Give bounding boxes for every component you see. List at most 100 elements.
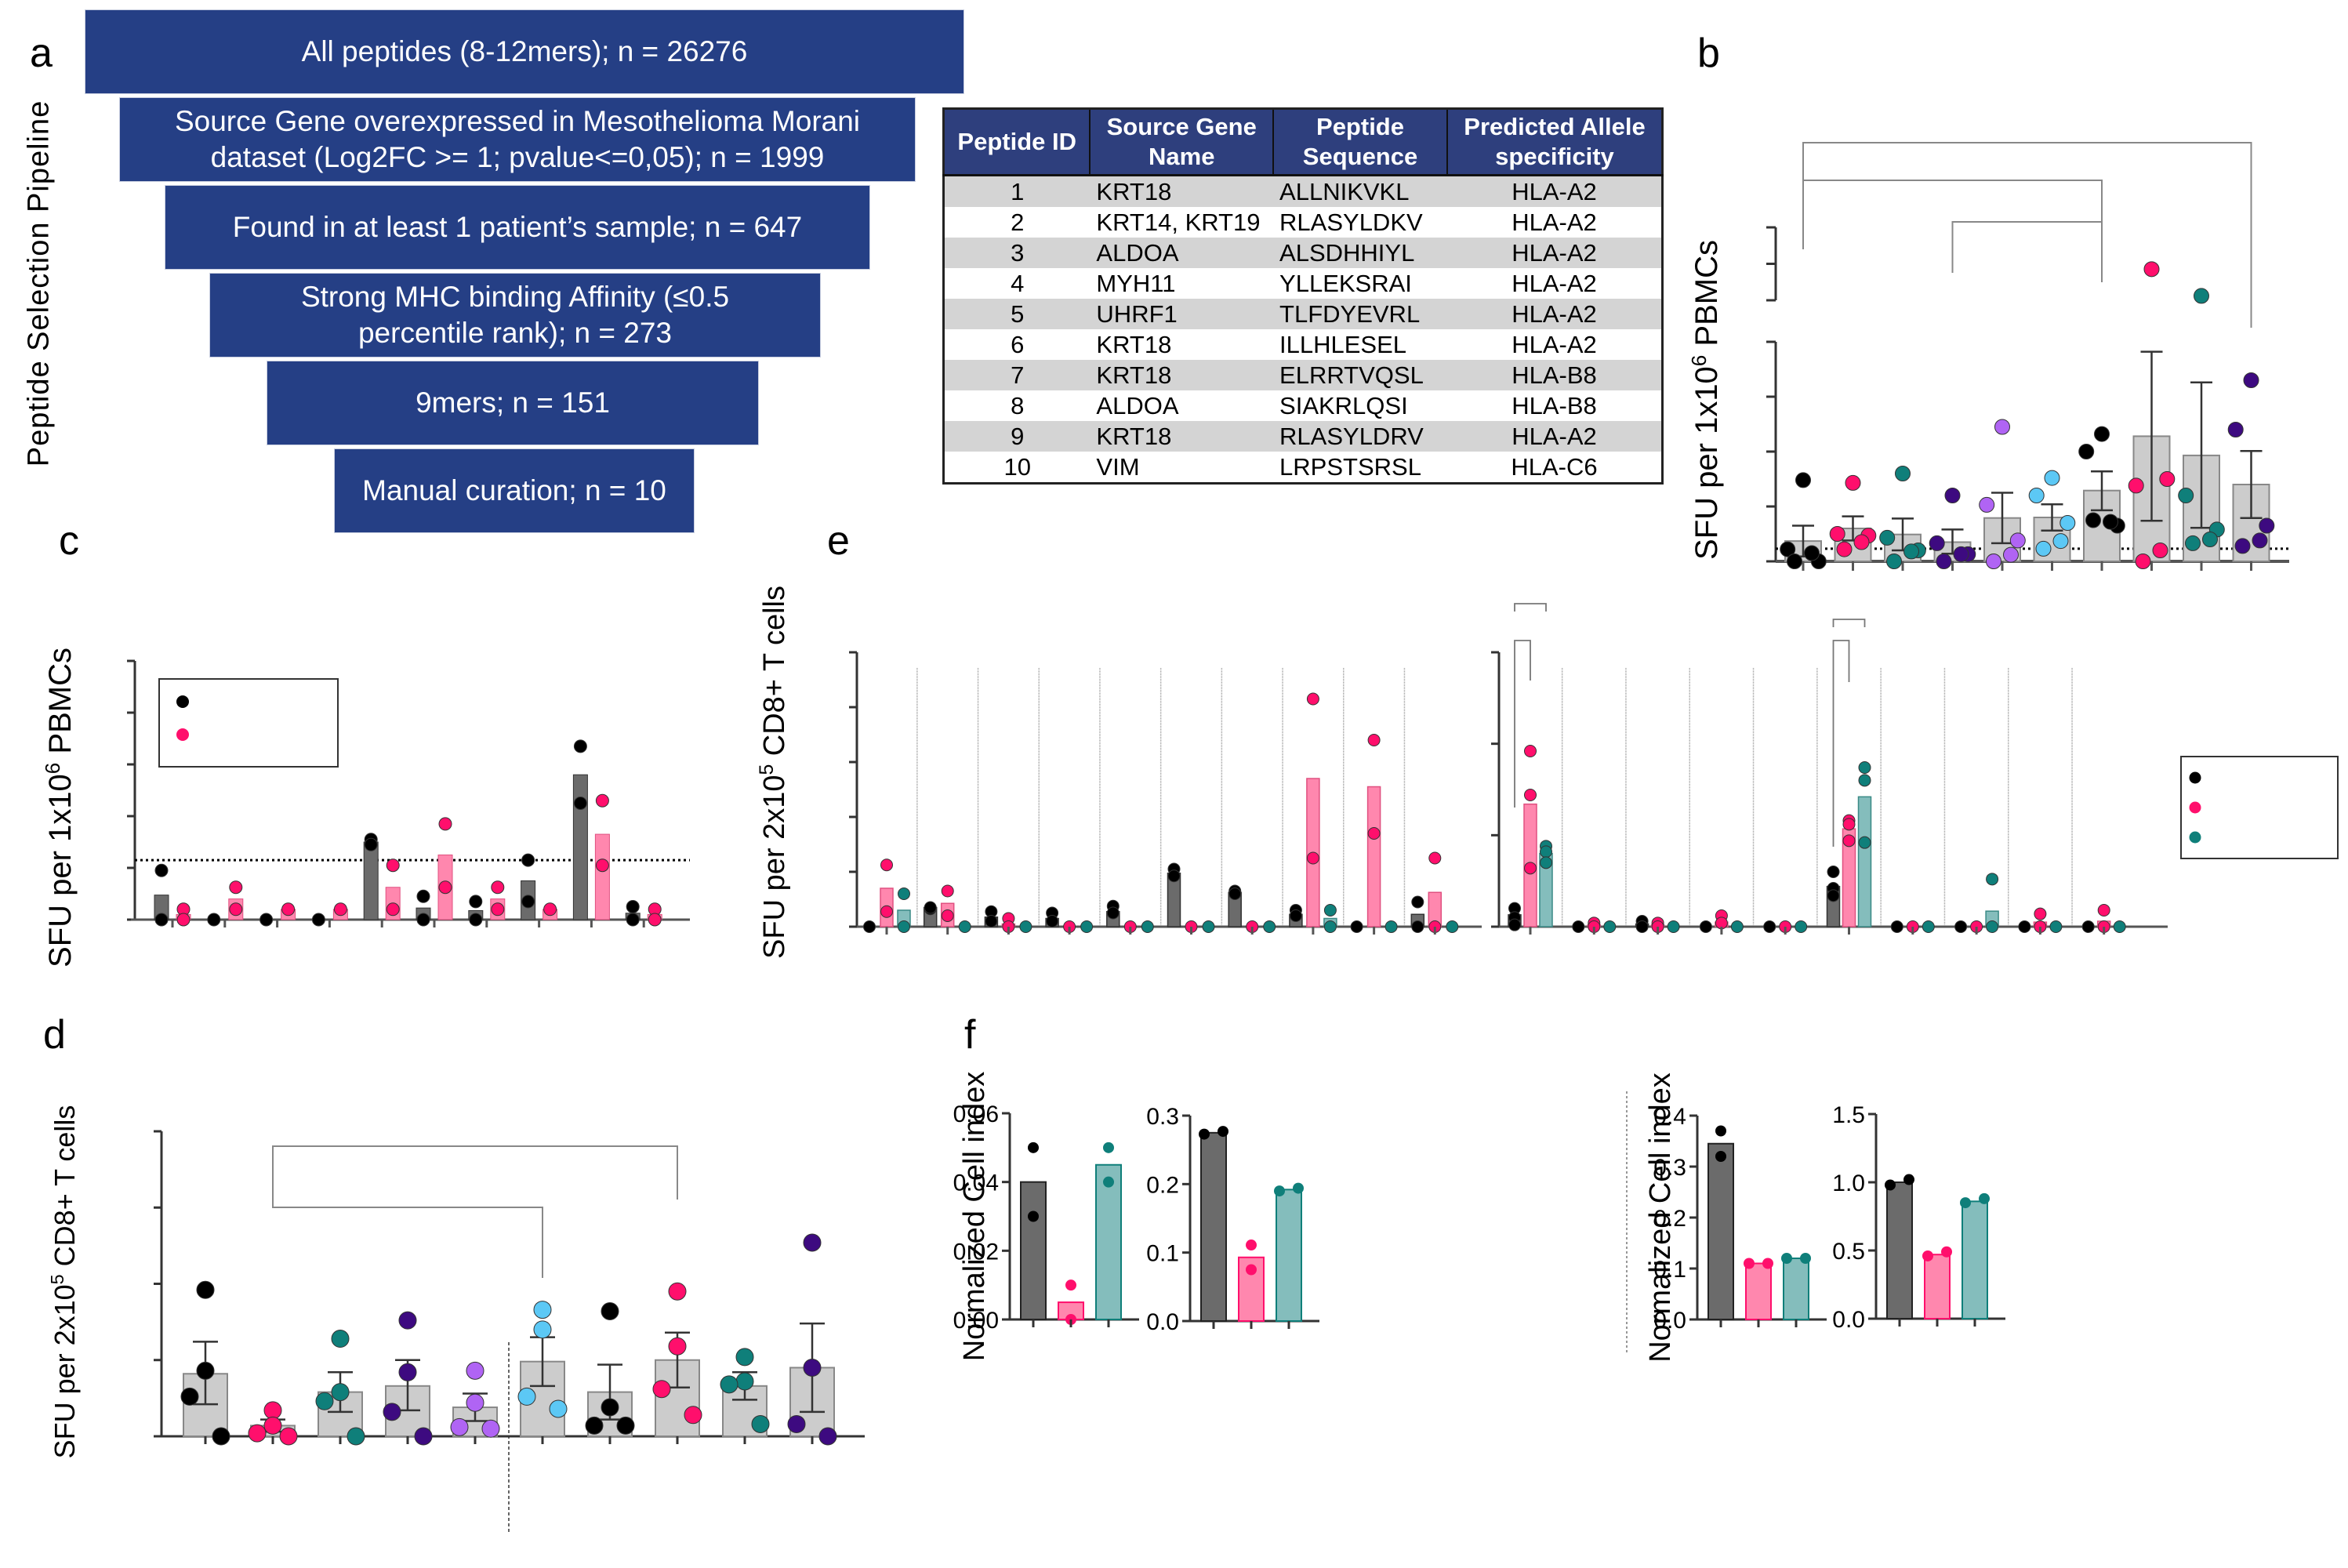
legend bbox=[158, 678, 339, 768]
data-point bbox=[803, 1233, 822, 1252]
header-peptide-id: Peptide ID bbox=[943, 108, 1091, 176]
data-point bbox=[1936, 554, 1952, 569]
y-tick-label: 0.00 bbox=[953, 1308, 999, 1334]
y-tick-label: 0.3 bbox=[1653, 1155, 1686, 1181]
data-point-unpulsed bbox=[985, 915, 998, 927]
data-point bbox=[331, 1330, 350, 1348]
data-point-unpulsed bbox=[924, 901, 937, 914]
data-point bbox=[466, 1393, 484, 1412]
table-row: 7 KRT18 ELRRTVQSL HLA-B8 bbox=[943, 360, 1663, 390]
data-point bbox=[517, 1387, 536, 1406]
table-row: 6 KRT18 ILLHLESEL HLA-A2 bbox=[944, 329, 1663, 360]
pipeline-step: All peptides (8-12mers); n = 26276 bbox=[85, 9, 964, 94]
data-point bbox=[196, 1361, 215, 1380]
data-point-unpulsed bbox=[1508, 918, 1521, 931]
header-allele: Predicted Allele specificity bbox=[1446, 108, 1663, 176]
data-point bbox=[668, 1282, 687, 1301]
pipeline-step: Strong MHC binding Affinity (≤0.5 percen… bbox=[209, 273, 821, 358]
data-point-h2452 bbox=[2113, 920, 2126, 933]
bar bbox=[1886, 1181, 1913, 1319]
data-point bbox=[248, 1424, 267, 1443]
y-tick-label: 0.0 bbox=[1832, 1307, 1865, 1333]
significance-bracket bbox=[1832, 619, 1866, 627]
cell-sequence: ALLNIKVKL bbox=[1273, 175, 1447, 207]
data-point bbox=[2052, 533, 2069, 550]
data-point-unpulsed bbox=[1411, 895, 1424, 909]
data-point bbox=[1979, 496, 1995, 513]
data-point bbox=[1744, 1258, 1755, 1269]
data-point bbox=[1787, 554, 1802, 569]
data-point-h2452 bbox=[1384, 920, 1398, 933]
data-point-unpulsed bbox=[1827, 866, 1840, 878]
cell-sequence: TLFDYEVRL bbox=[1273, 299, 1447, 329]
data-point bbox=[196, 1280, 215, 1299]
cell-allele: HLA-C6 bbox=[1511, 453, 1598, 481]
data-point-h28 bbox=[941, 884, 954, 898]
data-point bbox=[180, 1387, 199, 1406]
data-point-unpulsed bbox=[1699, 920, 1712, 933]
data-point bbox=[549, 1399, 568, 1418]
y-tick-label: 0.0 bbox=[1653, 1308, 1686, 1334]
table-row: 1 KRT18 ALLNIKVKL HLA-A2 bbox=[943, 175, 1663, 207]
data-point bbox=[1953, 546, 1969, 562]
data-point bbox=[1886, 554, 1902, 569]
cell-sequence: SIAKRLQSI bbox=[1279, 392, 1408, 419]
data-point bbox=[2135, 554, 2151, 569]
data-point bbox=[383, 1403, 401, 1421]
data-point bbox=[2035, 540, 2052, 557]
data-point-unpulsed bbox=[1763, 920, 1776, 933]
cell-allele: HLA-A2 bbox=[1512, 209, 1597, 236]
cell-peptide-id: 6 bbox=[1011, 331, 1025, 358]
panel-label-f: f bbox=[964, 1012, 976, 1058]
data-point-meso002 bbox=[438, 817, 452, 831]
data-point bbox=[1986, 554, 2001, 569]
bar bbox=[1745, 1262, 1772, 1320]
cell-source-gene: KRT18 bbox=[1090, 360, 1274, 390]
data-point bbox=[1994, 419, 2010, 435]
data-point bbox=[818, 1427, 837, 1446]
table-row: 2 KRT14, KRT19 RLASYLDKV HLA-A2 bbox=[944, 207, 1663, 238]
data-point-meso002 bbox=[281, 902, 296, 916]
data-point bbox=[1979, 1192, 1990, 1204]
data-point-meso002 bbox=[438, 880, 452, 895]
data-point-h2452 bbox=[1730, 920, 1744, 933]
data-point bbox=[315, 1392, 334, 1410]
data-point-h2452 bbox=[1858, 774, 1871, 787]
table-row: 3 ALDOA ALSDHHIYL HLA-A2 bbox=[943, 238, 1663, 268]
y-axis-label: SFU per 2x105 CD8+ T cells bbox=[757, 586, 791, 959]
data-point bbox=[1028, 1210, 1039, 1222]
data-point bbox=[347, 1427, 365, 1446]
data-point-h2452 bbox=[1858, 836, 1871, 849]
data-point bbox=[1715, 1125, 1726, 1137]
data-point-h28 bbox=[880, 858, 893, 872]
data-point-h2452 bbox=[898, 920, 910, 933]
data-point-meso001 bbox=[469, 913, 483, 927]
data-point-meso002 bbox=[229, 880, 243, 895]
legend-marker bbox=[176, 695, 189, 708]
cell-source-gene: UHRF1 bbox=[1090, 299, 1274, 329]
legend bbox=[2180, 756, 2339, 859]
data-point bbox=[1762, 1258, 1773, 1269]
cell-peptide-id: 10 bbox=[1003, 453, 1031, 481]
data-point-meso001 bbox=[573, 739, 587, 753]
data-point-h2452 bbox=[1080, 920, 1094, 933]
data-point-unpulsed bbox=[1635, 920, 1649, 933]
data-point-h2452 bbox=[898, 887, 910, 900]
y-tick-label: 0.1 bbox=[1653, 1257, 1686, 1283]
data-point-meso002 bbox=[229, 902, 243, 916]
data-point-meso001 bbox=[521, 895, 535, 909]
bar bbox=[1924, 1254, 1951, 1319]
table-row: 5 UHRF1 TLFDYEVRL HLA-A2 bbox=[943, 299, 1663, 329]
data-point-h2452 bbox=[1540, 845, 1552, 858]
data-point-unpulsed bbox=[1289, 909, 1302, 922]
data-point bbox=[1836, 541, 1853, 557]
data-point bbox=[533, 1301, 552, 1319]
data-point-meso001 bbox=[364, 837, 378, 851]
panel-label-e: e bbox=[827, 518, 850, 564]
data-point-h2452 bbox=[2049, 920, 2063, 933]
panel-label-c: c bbox=[59, 518, 79, 564]
data-point-unpulsed bbox=[1350, 920, 1363, 933]
data-point bbox=[1895, 466, 1911, 481]
data-point bbox=[2202, 532, 2218, 547]
significance-bracket bbox=[1514, 640, 1531, 808]
